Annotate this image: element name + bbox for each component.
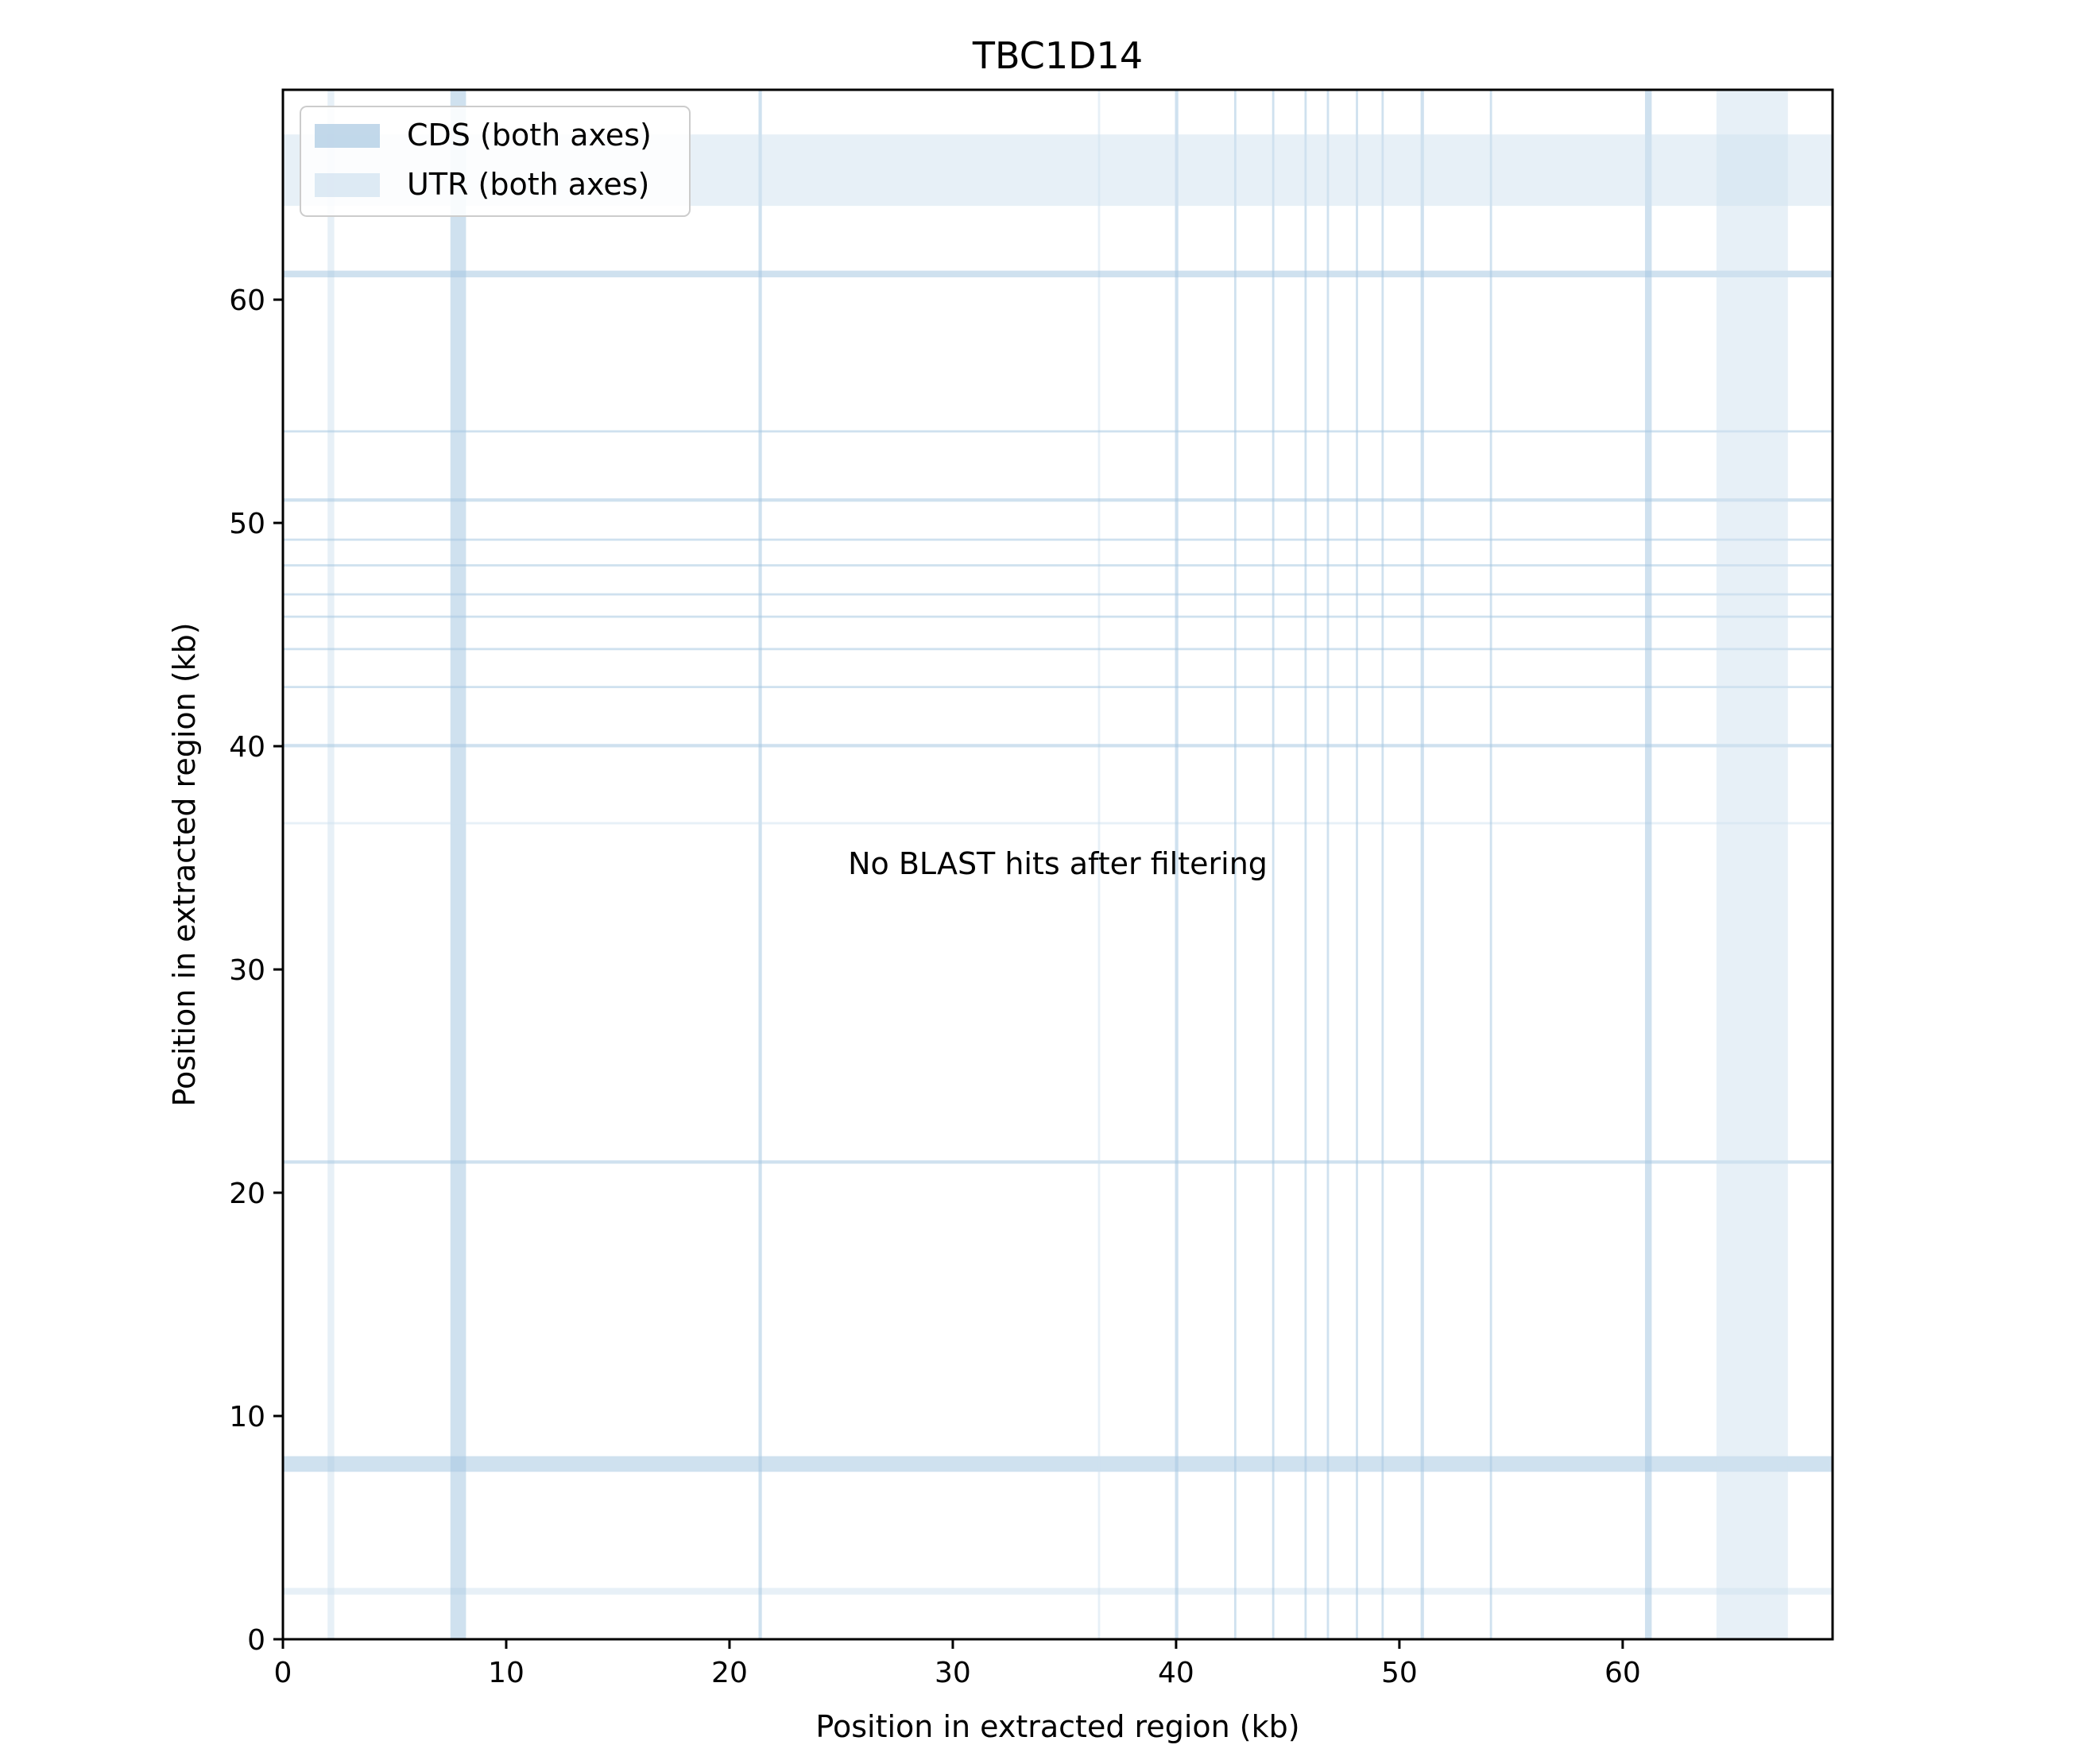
- x-tick-label: 20: [711, 1657, 748, 1689]
- feature-band-y-cds: [283, 744, 1833, 748]
- feature-band-x-cds: [1304, 90, 1307, 1639]
- y-axis-label: Position in extracted region (kb): [167, 622, 202, 1106]
- legend: CDS (both axes) UTR (both axes): [300, 106, 691, 217]
- feature-band-y-cds: [283, 430, 1833, 433]
- feature-band-y-cds: [283, 1456, 1833, 1472]
- x-tick-label: 10: [488, 1657, 524, 1689]
- feature-band-x-utr: [1716, 90, 1788, 1639]
- y-tick-label: 0: [247, 1624, 265, 1657]
- feature-band-x-cds: [450, 90, 466, 1639]
- feature-band-x-cds: [1233, 90, 1237, 1639]
- feature-band-y-utr: [283, 822, 1833, 825]
- x-tick-label: 50: [1381, 1657, 1418, 1689]
- feature-band-y-utr: [283, 1588, 1833, 1595]
- x-tick-label: 40: [1158, 1657, 1194, 1689]
- legend-box: [300, 106, 691, 217]
- feature-band-x-utr: [327, 90, 335, 1639]
- feature-band-y-cds: [283, 615, 1833, 618]
- x-tick-label: 60: [1604, 1657, 1641, 1689]
- feature-band-x-cds: [1356, 90, 1358, 1639]
- x-tick-label: 30: [935, 1657, 971, 1689]
- feature-band-x-cds: [1326, 90, 1330, 1639]
- y-tick-label: 60: [229, 284, 265, 317]
- feature-band-x-cds: [1489, 90, 1492, 1639]
- y-tick-label: 20: [229, 1178, 265, 1210]
- y-tick-label: 40: [229, 731, 265, 764]
- feature-band-x-cds: [1272, 90, 1275, 1639]
- feature-band-y-cds: [283, 538, 1833, 541]
- y-tick-label: 10: [229, 1401, 265, 1433]
- feature-band-y-cds: [283, 270, 1833, 278]
- feature-band-x-cds: [758, 90, 762, 1639]
- y-tick-label: 50: [229, 508, 265, 540]
- feature-band-y-cds: [283, 648, 1833, 651]
- feature-band-x-cds: [1381, 90, 1384, 1639]
- x-axis-label: Position in extracted region (kb): [815, 1709, 1299, 1744]
- legend-swatch-cds: [315, 124, 380, 148]
- feature-band-y-cds: [283, 686, 1833, 689]
- plot-frame: [281, 88, 1834, 1641]
- y-axis-ticks: 0 10 20 30 40 50 60: [229, 284, 283, 1657]
- x-tick-label: 0: [274, 1657, 292, 1689]
- feature-band-y-cds: [283, 498, 1833, 502]
- feature-band-y-cds: [283, 593, 1833, 596]
- feature-band-x-utr: [1097, 90, 1101, 1639]
- y-tick-label: 30: [229, 954, 265, 987]
- legend-label-utr: UTR (both axes): [407, 167, 649, 202]
- feature-band-x-cds: [1175, 90, 1179, 1639]
- chart-title: TBC1D14: [972, 34, 1143, 77]
- feature-band-x-cds: [1420, 90, 1424, 1639]
- feature-band-y-cds: [283, 564, 1833, 567]
- legend-swatch-utr: [315, 173, 380, 197]
- no-hits-annotation: No BLAST hits after filtering: [848, 846, 1268, 881]
- legend-label-cds: CDS (both axes): [407, 118, 652, 153]
- feature-band-y-cds: [283, 1160, 1833, 1164]
- x-axis-ticks: 0 10 20 30 40 50 60: [274, 1639, 1641, 1689]
- feature-band-x-cds: [1644, 90, 1652, 1639]
